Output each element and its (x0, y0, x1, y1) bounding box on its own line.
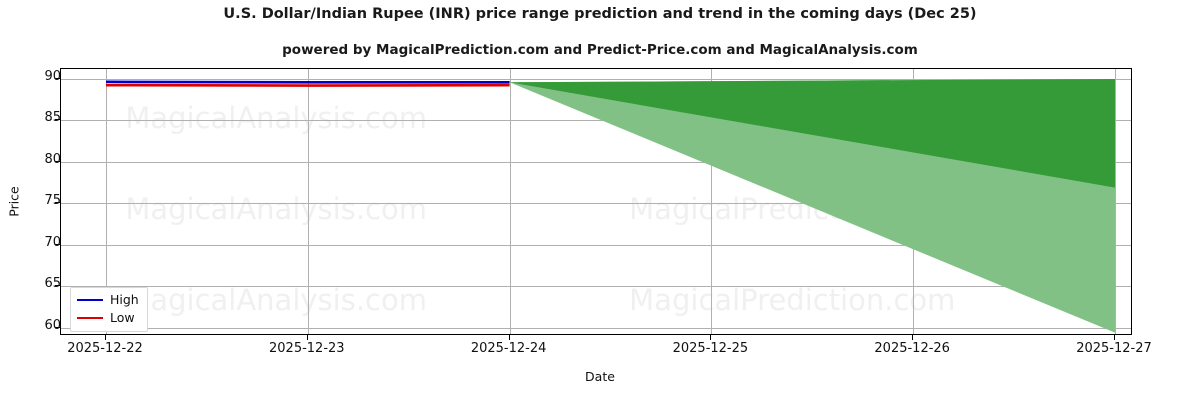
legend-item-high[interactable]: High (77, 291, 139, 309)
legend-label-high: High (110, 294, 139, 307)
y-tick-label: 60 (21, 318, 61, 333)
legend-label-low: Low (110, 312, 135, 325)
y-tick-label: 85 (21, 110, 61, 125)
y-axis-label: Price (7, 2, 22, 402)
x-tick-label: 2025-12-24 (444, 341, 574, 356)
y-tick-label: 75 (21, 193, 61, 208)
x-tick-mark (105, 335, 106, 340)
plot-area: MagicalAnalysis.comMagicalPrediction.com… (60, 68, 1132, 335)
x-tick-label: 2025-12-26 (847, 341, 977, 356)
legend-item-low[interactable]: Low (77, 309, 139, 327)
chart-legend: High Low (70, 287, 148, 332)
x-tick-mark (710, 335, 711, 340)
x-tick-label: 2025-12-23 (242, 341, 372, 356)
y-tick-label: 90 (21, 69, 61, 84)
x-tick-label: 2025-12-27 (1049, 341, 1179, 356)
x-tick-mark (912, 335, 913, 340)
x-tick-mark (509, 335, 510, 340)
x-tick-label: 2025-12-22 (40, 341, 170, 356)
x-tick-label: 2025-12-25 (645, 341, 775, 356)
legend-swatch-high (77, 299, 103, 301)
chart-subtitle: powered by MagicalPrediction.com and Pre… (0, 42, 1200, 58)
chart-title: U.S. Dollar/Indian Rupee (INR) price ran… (0, 6, 1200, 22)
x-tick-mark (1114, 335, 1115, 340)
legend-swatch-low (77, 317, 103, 319)
x-axis-label: Date (0, 369, 1200, 384)
y-tick-label: 80 (21, 152, 61, 167)
y-tick-label: 70 (21, 235, 61, 250)
y-tick-label: 65 (21, 276, 61, 291)
data-series-layer (61, 69, 1132, 335)
x-tick-mark (307, 335, 308, 340)
